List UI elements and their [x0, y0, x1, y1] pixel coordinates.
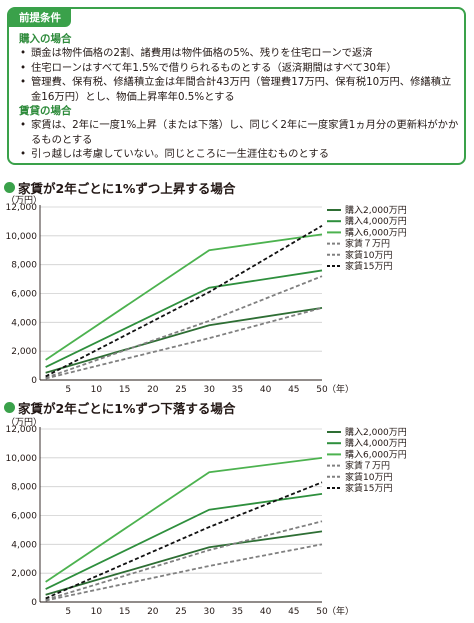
purchase-heading: 購入の場合 [19, 33, 72, 45]
y-tick-label: 0 [31, 376, 37, 386]
series-line-4 [45, 275, 323, 379]
y-tick-label: 12,000 [6, 425, 38, 435]
chart-2: （万円） 0 2,000 4,000 6,000 8,000 10,000 12,000 5 10… [6, 417, 407, 617]
rent-condition-item: 家賃は、2年に一度1%上昇（または下落）し、同じく2年に一度家賃1ヵ月分の更新料… [19, 118, 459, 147]
legend-label: 購入2,000万円 [345, 426, 407, 438]
x-unit-label: （年） [327, 383, 354, 393]
x-unit-label: （年） [327, 605, 354, 617]
y-tick-label: 12,000 [6, 203, 38, 213]
x-tick-label: 35 [232, 607, 243, 617]
x-tick-label: 50 [316, 385, 328, 393]
x-tick-label: 20 [147, 607, 159, 617]
series-line-2 [45, 456, 323, 583]
series-line-4 [45, 520, 323, 601]
x-tick-label: 45 [288, 607, 299, 617]
legend-label: 購入2,000万円 [345, 204, 407, 216]
purchase-condition-item: 住宅ローンはすべて年1.5%で借りられるものとする（返済期間はすべて30年） [19, 61, 459, 76]
y-unit-label: （万円） [6, 195, 42, 206]
series-line-1 [45, 269, 323, 368]
y-tick-label: 2,000 [11, 569, 37, 579]
legend-label: 購入4,000万円 [345, 215, 407, 227]
series-line-5 [45, 481, 323, 600]
chart-2-title: 家賃が2年ごとに1%ずつ下落する場合 [4, 398, 235, 417]
y-tick-label: 2,000 [11, 347, 37, 357]
purchase-conditions-list: 頭金は物件価格の2割、諸費用は物件価格の5%、残りを住宅ローンで返済 住宅ローン… [19, 46, 459, 104]
x-tick-label: 10 [91, 607, 103, 617]
series-line-0 [45, 530, 323, 596]
y-tick-label: 6,000 [11, 512, 37, 522]
x-tick-label: 50 [316, 607, 328, 617]
series-line-2 [45, 233, 323, 361]
legend-label: 購入6,000万円 [345, 226, 407, 238]
rent-heading: 賃貸の場合 [19, 105, 72, 117]
x-tick-label: 40 [260, 607, 272, 617]
series-line-0 [45, 307, 323, 374]
x-tick-label: 20 [147, 385, 159, 393]
conditions-box: 前提条件 購入の場合 頭金は物件価格の2割、諸費用は物件価格の5%、残りを住宅ロ… [7, 7, 466, 165]
x-tick-label: 45 [288, 385, 299, 393]
x-tick-label: 25 [175, 385, 186, 393]
y-unit-label: （万円） [6, 417, 42, 428]
legend-label: 購入6,000万円 [345, 448, 407, 460]
legend-label: 家賃10万円 [345, 249, 392, 261]
series-line-1 [45, 492, 323, 590]
y-tick-label: 8,000 [11, 261, 37, 271]
legend-label: 購入4,000万円 [345, 437, 407, 449]
series-line-5 [45, 224, 323, 378]
x-tick-label: 5 [65, 607, 71, 617]
series-line-3 [45, 307, 323, 380]
x-tick-label: 5 [65, 385, 71, 393]
y-tick-label: 4,000 [11, 540, 37, 550]
bullet-dot-icon [4, 402, 15, 413]
legend-label: 家賃７万円 [345, 238, 390, 250]
conditions-tab: 前提条件 [9, 9, 71, 27]
chart-2-title-text: 家賃が2年ごとに1%ずつ下落する場合 [18, 401, 236, 416]
y-tick-label: 10,000 [6, 454, 38, 464]
y-tick-label: 10,000 [6, 232, 38, 242]
bullet-dot-icon [4, 182, 15, 193]
purchase-condition-item: 頭金は物件価格の2割、諸費用は物件価格の5%、残りを住宅ローンで返済 [19, 46, 459, 61]
legend-label: 家賃10万円 [345, 471, 392, 483]
y-tick-label: 4,000 [11, 318, 37, 328]
purchase-condition-item: 管理費、保有税、修繕積立金は年間合計43万円（管理費17万円、保有税10万円、修… [19, 75, 459, 104]
x-tick-label: 15 [119, 385, 130, 393]
x-tick-label: 10 [91, 385, 103, 393]
rent-condition-item: 引っ越しは考慮していない。同じところに一生涯住むものとする [19, 147, 459, 162]
x-tick-label: 25 [175, 607, 186, 617]
legend-label: 家賃７万円 [345, 460, 390, 472]
chart-1-title-text: 家賃が2年ごとに1%ずつ上昇する場合 [18, 181, 236, 196]
chart-1-title: 家賃が2年ごとに1%ずつ上昇する場合 [4, 178, 235, 197]
series-line-3 [45, 543, 323, 602]
x-tick-label: 30 [203, 385, 215, 393]
rent-conditions-list: 家賃は、2年に一度1%上昇（または下落）し、同じく2年に一度家賃1ヵ月分の更新料… [19, 118, 459, 162]
y-tick-label: 6,000 [11, 290, 37, 300]
x-tick-label: 30 [203, 607, 215, 617]
x-tick-label: 40 [260, 385, 272, 393]
y-tick-label: 0 [31, 598, 37, 608]
x-tick-label: 35 [232, 385, 243, 393]
legend-label: 家賃15万円 [345, 482, 392, 494]
chart-1: （万円） 0 2,000 4,000 6,000 8,000 10,000 12,000 5 10… [6, 195, 407, 393]
y-tick-label: 8,000 [11, 483, 37, 493]
x-tick-label: 15 [119, 607, 130, 617]
legend-label: 家賃15万円 [345, 260, 392, 272]
